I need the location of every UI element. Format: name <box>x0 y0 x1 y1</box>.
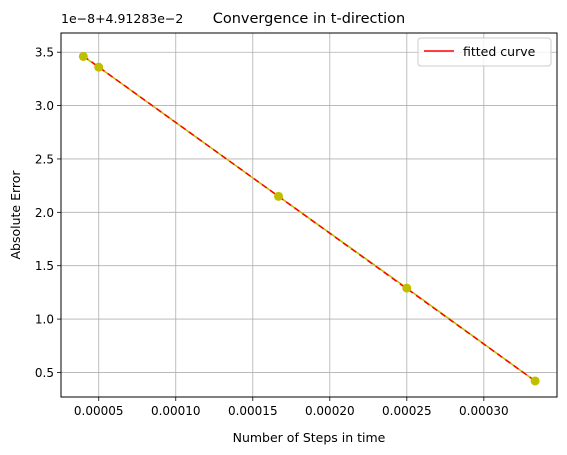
x-axis-label: Number of Steps in time <box>233 430 386 445</box>
data-point <box>78 51 88 61</box>
y-tick-label: 0.5 <box>35 366 54 380</box>
y-tick-label: 3.5 <box>35 46 54 60</box>
y-offset-label: 1e−8+4.91283e−2 <box>61 11 183 26</box>
fitted-curve-line <box>82 55 536 382</box>
y-tick-label: 1.0 <box>35 313 54 327</box>
chart-title: Convergence in t-direction <box>213 11 406 27</box>
y-tick-label: 1.5 <box>35 259 54 273</box>
data-point <box>274 191 284 201</box>
data-point <box>402 283 412 293</box>
x-tick-label: 0.00015 <box>228 404 278 418</box>
x-tick-label: 0.00025 <box>382 404 432 418</box>
x-tick-label: 0.00030 <box>459 404 509 418</box>
x-axis: 0.00005 0.00010 0.00015 0.00020 0.00025 0.000… <box>74 397 509 418</box>
x-tick-label: 0.00020 <box>305 404 355 418</box>
legend-label: fitted curve <box>463 44 536 59</box>
data-point <box>530 376 540 386</box>
y-tick-label: 2.0 <box>35 206 54 220</box>
y-axis: 0.5 1.0 1.5 2.0 2.5 3.0 3.5 <box>35 46 61 380</box>
y-tick-label: 3.0 <box>35 99 54 113</box>
x-tick-label: 0.00010 <box>151 404 201 418</box>
y-tick-label: 2.5 <box>35 152 54 166</box>
y-axis-label: Absolute Error <box>8 170 23 260</box>
data-point <box>94 62 104 72</box>
legend-box <box>417 37 552 67</box>
series-layer <box>78 51 540 386</box>
plot-frame <box>60 32 558 398</box>
legend: fitted curve <box>417 37 552 67</box>
x-tick-label: 0.00005 <box>74 404 124 418</box>
